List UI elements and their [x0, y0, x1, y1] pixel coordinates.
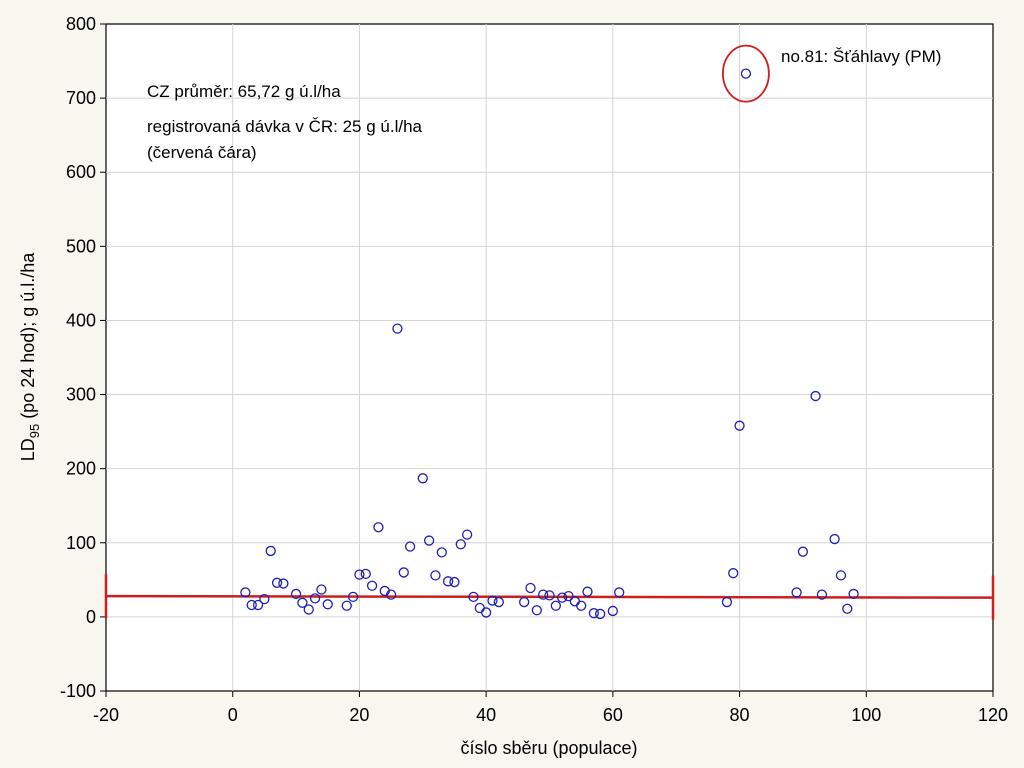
data-point	[303, 604, 314, 615]
data-point	[480, 607, 492, 618]
data-point	[430, 570, 441, 581]
data-point	[595, 608, 606, 620]
data-point	[519, 596, 530, 608]
data-point	[607, 605, 619, 617]
data-point	[385, 589, 397, 600]
data-point	[588, 608, 599, 619]
x-tick-label: 60	[603, 705, 623, 725]
data-point	[278, 578, 289, 589]
x-tick-label: 20	[349, 705, 369, 725]
y-tick-label: 400	[66, 310, 96, 330]
data-point	[309, 593, 321, 604]
data-point	[734, 420, 745, 431]
data-point	[487, 595, 498, 606]
y-tick-label: 600	[66, 162, 96, 182]
data-point	[366, 580, 378, 591]
data-point	[835, 570, 847, 581]
y-axis-title-suffix: (po 24 hod); g ú.l./ha	[18, 252, 38, 424]
data-point	[398, 567, 409, 578]
y-tick-label: 200	[66, 459, 96, 479]
x-tick-label: 0	[228, 705, 238, 725]
annotation-mean: CZ průměr: 65,72 g ú.l/ha	[147, 82, 341, 101]
data-point	[614, 587, 625, 598]
data-point	[373, 522, 384, 533]
annotation-dose-note: (červená čára)	[147, 143, 257, 162]
data-point	[797, 546, 809, 557]
x-tick-label: 40	[476, 705, 496, 725]
data-point	[582, 586, 593, 597]
x-axis-ticks: -20 0 20 40 60 80 100 120	[93, 691, 1008, 725]
annotation-dose: registrovaná dávka v ČR: 25 g ú.l/ha	[147, 117, 423, 136]
y-axis-title-subscript: 95	[27, 424, 42, 438]
y-tick-label: 0	[86, 607, 96, 627]
data-point	[316, 584, 327, 595]
annotation-outlier: no.81: Šťáhlavy (PM)	[781, 47, 941, 66]
data-point	[240, 587, 251, 598]
data-point	[810, 390, 821, 402]
y-tick-label: -100	[60, 681, 96, 701]
data-point	[265, 545, 276, 557]
x-tick-label: 120	[978, 705, 1008, 725]
data-point	[493, 596, 504, 608]
data-point	[392, 323, 403, 334]
x-tick-label: 80	[730, 705, 750, 725]
data-point	[550, 600, 561, 611]
data-point	[576, 600, 587, 611]
y-axis-title: LD95 (po 24 hod); g ú.l./ha	[18, 252, 42, 462]
y-tick-label: 800	[66, 14, 96, 34]
data-point	[455, 539, 466, 550]
reference-line	[105, 594, 994, 599]
y-tick-label: 500	[66, 236, 96, 256]
plot-area	[105, 23, 994, 692]
data-point	[829, 533, 840, 545]
vertical-grid	[232, 24, 867, 691]
y-axis-ticks: -100 0 100 200 300 400 500 600 700 800	[60, 14, 106, 701]
data-point	[354, 569, 365, 580]
data-point	[544, 590, 555, 601]
data-point	[848, 588, 859, 600]
x-axis-title: číslo sběru (populace)	[460, 738, 637, 758]
data-point	[360, 568, 371, 580]
data-point	[728, 568, 739, 579]
outlier-highlight	[722, 44, 770, 103]
data-point	[290, 588, 302, 600]
data-point	[842, 603, 853, 614]
data-point	[297, 597, 308, 608]
data-point	[347, 591, 359, 603]
data-point	[563, 590, 574, 602]
data-point	[791, 587, 802, 598]
outlier-ellipse	[722, 44, 770, 103]
data-point	[404, 541, 416, 552]
data-point	[341, 600, 352, 611]
data-point	[468, 591, 479, 603]
y-tick-label: 700	[66, 88, 96, 108]
data-point	[740, 68, 752, 79]
x-tick-label: -20	[93, 705, 119, 725]
y-axis-title-prefix: LD	[18, 438, 38, 461]
data-point	[531, 605, 542, 616]
data-point	[423, 535, 435, 546]
data-point	[442, 576, 454, 587]
data-point	[436, 547, 447, 558]
data-point	[461, 529, 473, 540]
data-point	[252, 599, 264, 611]
y-tick-label: 300	[66, 385, 96, 405]
data-point	[259, 593, 270, 605]
data-point	[721, 596, 733, 608]
data-point	[557, 592, 568, 603]
data-point	[417, 473, 428, 484]
x-tick-label: 100	[851, 705, 881, 725]
data-point	[322, 599, 333, 610]
data-points	[240, 68, 859, 620]
registered-dose-line	[104, 574, 995, 620]
data-point	[246, 599, 257, 611]
y-tick-label: 100	[66, 533, 96, 553]
data-point	[449, 576, 460, 588]
horizontal-grid	[106, 97, 993, 618]
data-point	[525, 582, 536, 594]
data-point	[816, 589, 828, 600]
data-point	[271, 577, 283, 588]
data-point	[538, 589, 549, 600]
